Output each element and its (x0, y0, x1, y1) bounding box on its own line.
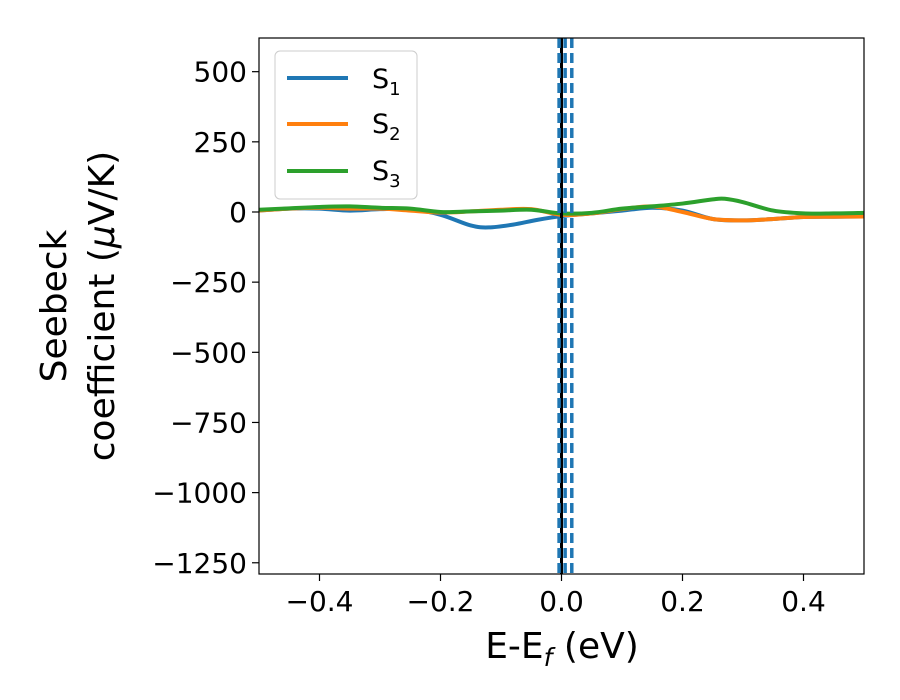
legend: S1 S2 S3 (274, 50, 418, 200)
y-tick-label: −500 (170, 336, 247, 369)
y-axis-label-line2: coefficient (μV/K) (82, 151, 123, 461)
legend-item-s1: S1 (287, 64, 401, 100)
y-tick-label: 0 (229, 196, 247, 229)
vline-layer (557, 38, 574, 574)
x-axis-label-unit: (eV) (552, 626, 638, 667)
y-tick-label: −750 (170, 406, 247, 439)
y-tick-label: 500 (194, 56, 247, 89)
legend-label-s2: S2 (372, 109, 401, 145)
x-tick-label: 0.4 (781, 585, 826, 618)
x-tick-label: 0.2 (660, 585, 705, 618)
y-tick-label: −250 (170, 266, 247, 299)
series-line-s3 (258, 196, 865, 216)
y-axis-label: Seebeck coefficient (μV/K) (34, 151, 123, 461)
x-tick-label: −0.2 (407, 585, 475, 618)
y-tick-label: 250 (194, 126, 247, 159)
y-axis-label-unit: V/K) (82, 151, 123, 225)
y-axis-label-mu: μ (82, 225, 123, 249)
y-axis-label-line1: Seebeck (34, 229, 75, 382)
y-tick-label: −1000 (152, 477, 247, 510)
y-tick-label: −1250 (152, 547, 247, 580)
x-tick-label: −0.4 (286, 585, 354, 618)
legend-item-s3: S3 (287, 156, 401, 192)
x-axis-ticks: −0.4 −0.2 0.0 0.2 0.4 (286, 574, 826, 618)
legend-item-s2: S2 (287, 109, 401, 145)
x-tick-label: 0.0 (539, 585, 584, 618)
legend-label-s3: S3 (372, 156, 401, 192)
x-axis-label: E-Ef (eV) (485, 626, 639, 672)
y-axis-ticks: 500 250 0 −250 −500 −750 −1000 −1250 (152, 56, 259, 580)
legend-label-s1: S1 (372, 64, 401, 100)
